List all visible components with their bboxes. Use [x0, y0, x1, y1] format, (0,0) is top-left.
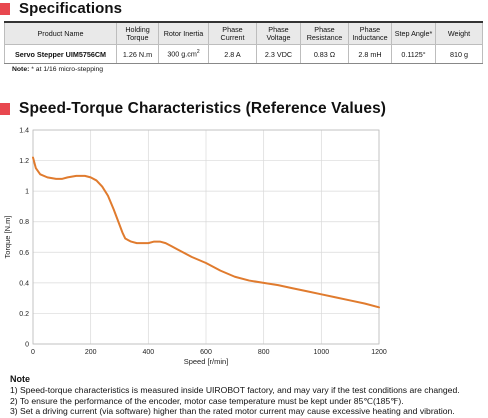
torque-curve — [32, 156, 380, 309]
cell-phase-current: 2.8 A — [208, 44, 257, 64]
plot-border — [32, 129, 380, 345]
header-product-name: Product Name — [4, 21, 117, 45]
heading-marker-square — [0, 2, 10, 15]
spec-footnote: Note: * at 1/16 micro-stepping — [12, 66, 103, 73]
speed-torque-chart: 0 0.2 0.4 0.6 0.8 1 1.2 1.4 0 200 400 600 800 1000 120… — [3, 128, 387, 367]
header-phase-inductance: Phase Inductance — [348, 21, 392, 45]
table-row: Servo Stepper UIM5756CM 1.26 N.m 300 g.c… — [4, 44, 483, 64]
header-rotor-inertia: Rotor Inertia — [158, 21, 209, 45]
speed-torque-title: Speed-Torque Characteristics (Reference … — [19, 100, 387, 117]
specifications-heading: Specifications — [0, 0, 122, 17]
x-tick-label: 800 — [258, 349, 270, 356]
x-tick-label: 400 — [142, 349, 154, 356]
cell-phase-inductance: 2.8 mH — [348, 44, 392, 64]
header-phase-resistance: Phase Resistance — [300, 21, 349, 45]
footnote-text: * at 1/16 micro-stepping — [31, 66, 104, 73]
y-tick-label: 0 — [25, 342, 29, 349]
x-axis-label: Speed [r/min] — [184, 357, 229, 366]
y-tick-label: 0.6 — [19, 250, 29, 257]
cell-phase-resistance: 0.83 Ω — [300, 44, 349, 64]
y-tick-label: 1.4 — [19, 128, 29, 135]
footnote-label: Note: — [12, 66, 30, 73]
x-tick-label: 600 — [200, 349, 212, 356]
cell-product-name: Servo Stepper UIM5756CM — [4, 44, 117, 64]
cell-step-angle: 0.1125° — [391, 44, 436, 64]
note-item-2: 2) To ensure the performance of the enco… — [10, 395, 404, 406]
chart-axes — [32, 129, 380, 345]
header-step-angle: Step Angle* — [391, 21, 436, 45]
header-weight: Weight — [435, 21, 483, 45]
notes-title: Note — [10, 374, 30, 384]
cell-rotor-inertia: 300 g.cm2 — [158, 44, 209, 64]
chart-tick-labels: 0 0.2 0.4 0.6 0.8 1 1.2 1.4 0 200 400 600 800 1000 120… — [19, 128, 387, 357]
note-item-1: 1) Speed-torque characteristics is measu… — [10, 384, 460, 395]
chart-grid — [32, 129, 380, 345]
rotor-inertia-exponent: 2 — [196, 49, 200, 56]
cell-holding-torque: 1.26 N.m — [116, 44, 159, 64]
cell-phase-voltage: 2.3 VDC — [256, 44, 301, 64]
speed-torque-heading: Speed-Torque Characteristics (Reference … — [0, 100, 386, 118]
rotor-inertia-value: 300 g.cm — [167, 49, 197, 59]
x-tick-label: 1000 — [314, 349, 330, 356]
y-tick-label: 0.8 — [19, 219, 29, 226]
x-tick-label: 0 — [31, 349, 35, 356]
header-phase-current: Phase Current — [208, 21, 257, 45]
header-phase-voltage: Phase Voltage — [256, 21, 301, 45]
y-tick-label: 1.2 — [19, 158, 29, 165]
cell-weight: 810 g — [435, 44, 483, 64]
heading-marker-square — [0, 103, 10, 115]
specifications-title: Specifications — [19, 0, 123, 17]
y-tick-label: 0.4 — [19, 280, 29, 287]
x-tick-label: 200 — [85, 349, 97, 356]
y-tick-label: 0.2 — [19, 311, 29, 318]
header-holding-torque: Holding Torque — [116, 21, 159, 45]
x-tick-label: 1200 — [371, 349, 387, 356]
specifications-table: Product Name Holding Torque Rotor Inerti… — [4, 21, 483, 64]
y-axis-label: Torque [N.m] — [3, 216, 12, 259]
table-header-row: Product Name Holding Torque Rotor Inerti… — [4, 21, 483, 45]
notes-section: Note 1) Speed-torque characteristics is … — [10, 374, 488, 417]
y-tick-label: 1 — [25, 189, 29, 196]
note-item-3: 3) Set a driving current (via software) … — [10, 406, 455, 417]
